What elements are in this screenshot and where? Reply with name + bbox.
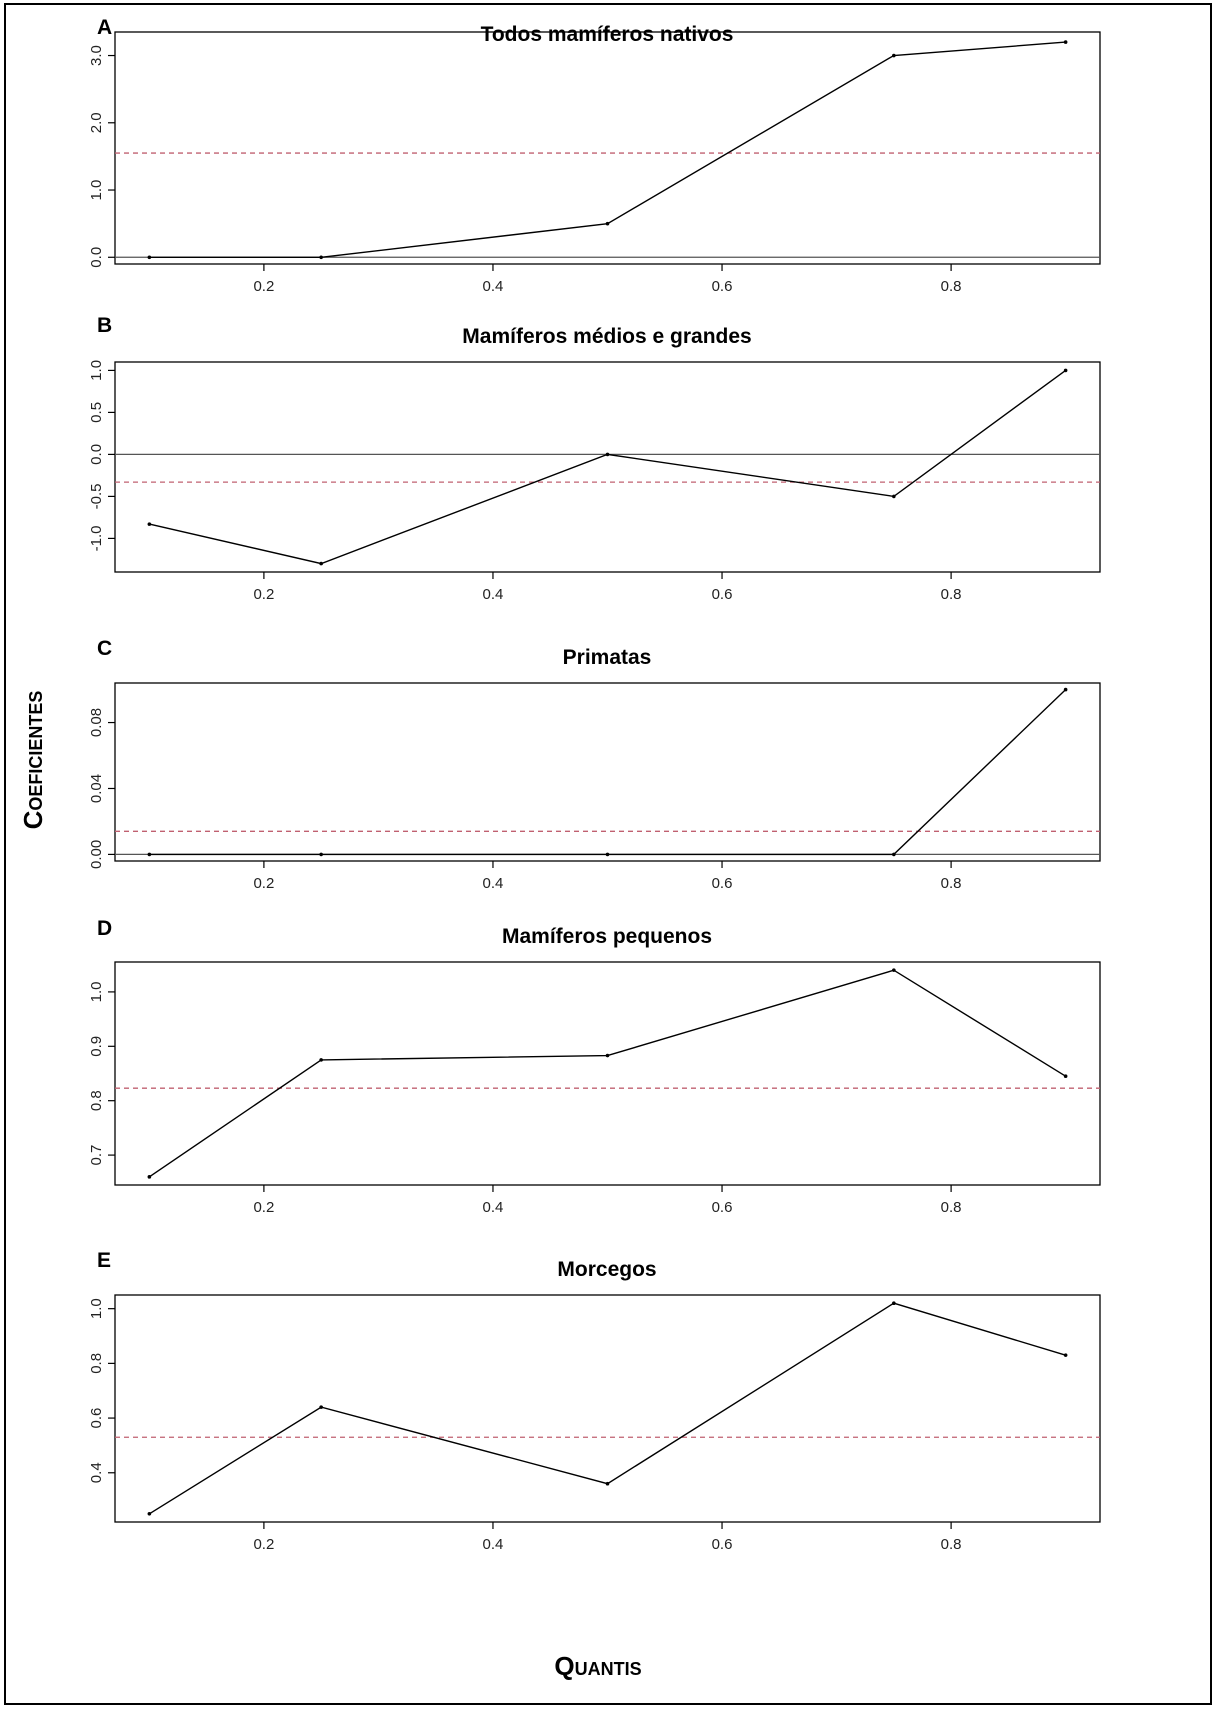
x-tick-label: 0.4: [483, 1536, 504, 1553]
series-line: [149, 369, 1067, 565]
plot-box: [114, 31, 1101, 265]
data-point: [605, 852, 610, 857]
data-point: [892, 1301, 896, 1306]
panel-title: Mamíferos pequenos: [502, 925, 712, 948]
data-point: [147, 255, 152, 260]
y-tick-label: -0.5: [88, 483, 105, 509]
panel-label: B: [97, 314, 112, 337]
data-point: [147, 522, 152, 526]
panel-label: C: [97, 637, 112, 660]
y-tick-label: 0.04: [88, 774, 105, 803]
y-tick-label: 0.08: [88, 708, 105, 737]
panel-label: A: [97, 16, 112, 39]
x-tick-label: 0.6: [712, 586, 733, 603]
y-tick-label: 1.0: [88, 180, 105, 201]
y-tick-label: 0.4: [88, 1462, 105, 1483]
series-line: [149, 969, 1066, 1178]
data-point: [147, 1175, 152, 1179]
panel-a: A Todos mamíferos nativos 0.2 0.4 0.6 0.8 0.0 1…: [88, 16, 1101, 295]
y-tick-label: 1.0: [88, 1298, 105, 1319]
x-tick-label: 0.4: [483, 1199, 504, 1216]
plot-box: [114, 1294, 1101, 1523]
panel-title: Mamíferos médios e grandes: [462, 325, 751, 348]
panel-label: D: [97, 917, 112, 940]
y-tick-label: 2.0: [88, 112, 105, 133]
y-axis-title: Coeficientes: [18, 691, 48, 830]
panel-e: E Morcegos 0.2 0.4 0.6 0.8 0.4 0.6 0.8 1.0: [88, 1249, 1101, 1553]
x-tick-label: 0.8: [941, 875, 962, 892]
panel-title: Morcegos: [557, 1258, 656, 1281]
panel-c: C Primatas 0.2 0.4 0.6 0.8 0.00 0.04 0.08: [88, 637, 1101, 892]
y-tick-label: 0.9: [88, 1036, 105, 1057]
data-point: [1063, 687, 1068, 692]
y-tick-label: 0.0: [88, 247, 105, 268]
y-tick-label: 0.6: [88, 1408, 105, 1429]
x-tick-label: 0.8: [941, 1536, 962, 1553]
panel-title: Todos mamíferos nativos: [481, 23, 734, 46]
x-tick-label: 0.8: [941, 586, 962, 603]
y-tick-label: 0.7: [88, 1145, 105, 1166]
y-tick-label: 3.0: [88, 45, 105, 66]
data-point: [1063, 1353, 1068, 1357]
x-tick-label: 0.4: [483, 586, 504, 603]
x-tick-label: 0.6: [712, 1199, 733, 1216]
data-point: [605, 452, 610, 457]
x-tick-label: 0.2: [253, 278, 274, 295]
x-tick-label: 0.4: [483, 875, 504, 892]
panel-b: B Mamíferos médios e grandes 0.2 0.4 0.6 0.8 -…: [88, 314, 1101, 603]
plot-box: [114, 361, 1101, 573]
data-point: [605, 221, 610, 226]
data-point: [892, 852, 896, 857]
y-tick-label: 1.0: [88, 360, 105, 381]
data-point: [1063, 368, 1068, 373]
x-tick-label: 0.4: [483, 278, 504, 295]
data-point: [319, 255, 323, 260]
data-point: [892, 53, 896, 58]
x-tick-label: 0.6: [712, 1536, 733, 1553]
panel-d: D Mamíferos pequenos 0.2 0.4 0.6 0.8 0.7 0.8 0.9…: [88, 917, 1101, 1216]
data-point: [605, 1481, 610, 1486]
data-point: [892, 494, 896, 499]
x-tick-label: 0.2: [253, 1199, 274, 1216]
data-point: [1063, 40, 1068, 44]
x-tick-label: 0.8: [941, 1199, 962, 1216]
x-tick-label: 0.2: [253, 875, 274, 892]
x-tick-label: 0.6: [712, 875, 733, 892]
data-point: [319, 1058, 323, 1062]
data-point: [605, 1053, 610, 1058]
x-tick-label: 0.2: [253, 586, 274, 603]
x-tick-label: 0.8: [941, 278, 962, 295]
data-point: [147, 1511, 152, 1516]
data-point: [892, 968, 896, 972]
x-axis-title: Quantis: [554, 1651, 641, 1681]
data-point: [319, 561, 323, 566]
y-tick-label: 0.00: [88, 840, 105, 869]
panel-label: E: [97, 1249, 111, 1272]
data-point: [1063, 1074, 1068, 1079]
plot-box: [114, 682, 1101, 862]
x-tick-label: 0.2: [253, 1536, 274, 1553]
data-point: [319, 852, 323, 857]
y-tick-label: 0.8: [88, 1090, 105, 1111]
figure-frame: [4, 3, 1212, 1705]
y-tick-label: 0.0: [88, 444, 105, 465]
data-point: [147, 852, 152, 857]
series-line: [149, 689, 1067, 856]
data-point: [319, 1405, 323, 1409]
plot-box: [114, 961, 1101, 1186]
x-tick-label: 0.6: [712, 278, 733, 295]
y-tick-label: 1.0: [88, 981, 105, 1002]
y-tick-label: 0.5: [88, 402, 105, 423]
y-tick-label: -1.0: [88, 525, 105, 551]
panel-title: Primatas: [563, 646, 652, 669]
y-tick-label: 0.8: [88, 1353, 105, 1374]
